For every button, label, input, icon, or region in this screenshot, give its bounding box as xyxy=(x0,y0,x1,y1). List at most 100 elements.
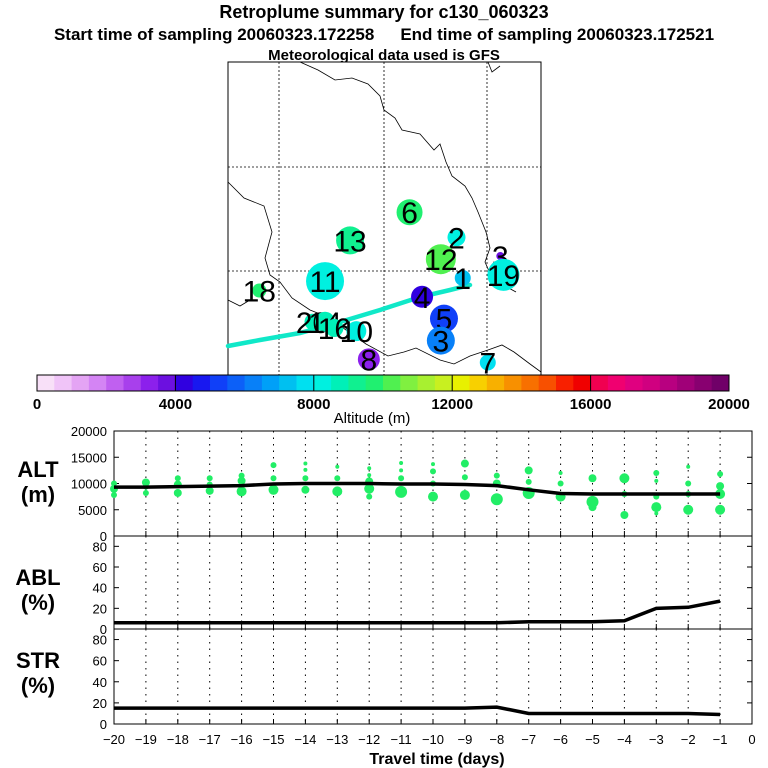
x-tick-label: −15 xyxy=(262,732,284,747)
x-tick-label: −11 xyxy=(391,732,412,747)
y-tick-label: 20 xyxy=(93,696,107,711)
colorbar-tick-label: 4000 xyxy=(159,396,192,413)
str-line xyxy=(114,705,721,717)
colorbar-swatch xyxy=(417,375,436,391)
altitude-dot xyxy=(335,464,340,469)
altitude-dot xyxy=(557,480,564,487)
plume-cluster-marker xyxy=(336,226,365,255)
chart-title: Retroplume summary for c130_060323 xyxy=(219,2,549,22)
altitude-dot xyxy=(461,474,468,481)
altitude-dot xyxy=(717,471,724,478)
colorbar-swatch xyxy=(123,375,142,391)
altitude-colorbar: 0 4000 8000 12000 16000 20000 Altitude (m) xyxy=(33,374,750,427)
colorbar-swatch xyxy=(296,375,315,391)
colorbar-swatch xyxy=(227,375,245,391)
x-tick-label: −14 xyxy=(294,732,316,747)
x-tick-label: −16 xyxy=(231,732,253,747)
y-tick-label: 20000 xyxy=(71,424,107,439)
altitude-dot xyxy=(654,478,659,483)
altitude-dot xyxy=(493,472,500,479)
x-tick-label: −18 xyxy=(167,732,189,747)
colorbar-tick-label: 0 xyxy=(33,396,41,413)
panel-ylabel: ALT xyxy=(17,457,59,482)
x-tick-label: −20 xyxy=(103,732,125,747)
altitude-dot xyxy=(558,471,563,475)
altitude-dot xyxy=(431,462,435,467)
colorbar-tick-label: 16000 xyxy=(570,396,612,413)
sampling-times: Start time of sampling 20060323.172258 En… xyxy=(0,25,768,45)
x-tick-label: −9 xyxy=(457,732,472,747)
altitude-dot xyxy=(524,466,533,475)
colorbar-swatch xyxy=(331,375,349,391)
x-tick-label: −8 xyxy=(489,732,504,747)
colorbar-swatch xyxy=(556,375,574,391)
map-frame xyxy=(227,61,542,376)
colorbar-swatch xyxy=(71,375,90,391)
altitude-dot xyxy=(715,504,726,515)
colorbar-swatch xyxy=(452,375,470,391)
x-tick-label: −4 xyxy=(617,732,632,747)
colorbar-swatch xyxy=(538,375,557,391)
altitude-dot xyxy=(653,470,660,476)
abl-panel: 0 20 40 60 80 ABL(%) xyxy=(15,535,753,637)
x-tick-label: −5 xyxy=(585,732,600,747)
altitude-dot xyxy=(366,493,373,500)
altitude-dot xyxy=(686,464,691,469)
y-tick-label: 0 xyxy=(100,717,107,732)
altitude-dot xyxy=(654,511,659,516)
altitude-dot xyxy=(238,472,245,479)
colorbar-swatch xyxy=(486,375,505,391)
plume-cluster-label: 2 xyxy=(448,222,465,255)
altitude-dot xyxy=(588,503,597,512)
colorbar-swatch xyxy=(434,375,453,391)
map-coastline xyxy=(227,299,251,307)
altitude-dot xyxy=(268,484,279,495)
altitude-dot xyxy=(303,467,308,472)
colorbar-swatch xyxy=(625,375,643,391)
y-tick-label: 60 xyxy=(93,560,107,575)
plume-cluster-marker xyxy=(252,283,267,298)
colorbar-swatch xyxy=(140,375,159,391)
start-time: Start time of sampling 20060323.172258 xyxy=(53,25,375,44)
plume-cluster-marker xyxy=(429,304,458,333)
x-tick-label: 0 xyxy=(748,732,755,747)
x-tick-label: −12 xyxy=(358,732,380,747)
colorbar-tick-label: 12000 xyxy=(431,396,473,413)
colorbar-title: Altitude (m) xyxy=(334,410,411,427)
plume-cluster-label: 10 xyxy=(340,316,373,349)
altitude-dot xyxy=(237,476,246,485)
x-tick-label: −17 xyxy=(199,732,221,747)
x-tick-label: −13 xyxy=(326,732,348,747)
colorbar-swatch xyxy=(521,375,540,391)
altitude-dot xyxy=(399,461,404,466)
plume-cluster-marker xyxy=(325,319,344,338)
y-tick-label: 80 xyxy=(93,539,107,554)
y-tick-label: 80 xyxy=(93,633,107,648)
plume-cluster-marker xyxy=(479,354,496,371)
colorbar-swatch xyxy=(348,375,367,391)
plume-cluster-marker xyxy=(396,199,423,226)
altitude-median-line xyxy=(114,481,721,496)
plume-cluster-label: 19 xyxy=(487,260,520,293)
altitude-dot xyxy=(683,504,694,515)
altitude-dot xyxy=(364,483,375,494)
altitude-dot xyxy=(270,475,277,482)
altitude-dot xyxy=(173,488,182,497)
map-coastline xyxy=(487,61,501,73)
altitude-dot xyxy=(367,473,372,478)
y-tick-label: 10000 xyxy=(71,477,107,492)
y-tick-label: 20 xyxy=(93,601,107,616)
colorbar-swatch xyxy=(244,375,263,391)
x-tick-label: −10 xyxy=(422,732,444,747)
plume-cluster-label: 3 xyxy=(432,326,449,359)
x-tick-label: −6 xyxy=(553,732,568,747)
map-coastline xyxy=(227,181,542,373)
colorbar-swatch xyxy=(279,375,297,391)
colorbar-tick-label: 8000 xyxy=(297,396,330,413)
altitude-dot xyxy=(459,490,470,501)
plume-cluster-marker xyxy=(357,348,380,371)
colorbar-swatch xyxy=(659,375,678,391)
plume-cluster-marker xyxy=(425,244,456,275)
plume-cluster-marker xyxy=(487,258,520,291)
